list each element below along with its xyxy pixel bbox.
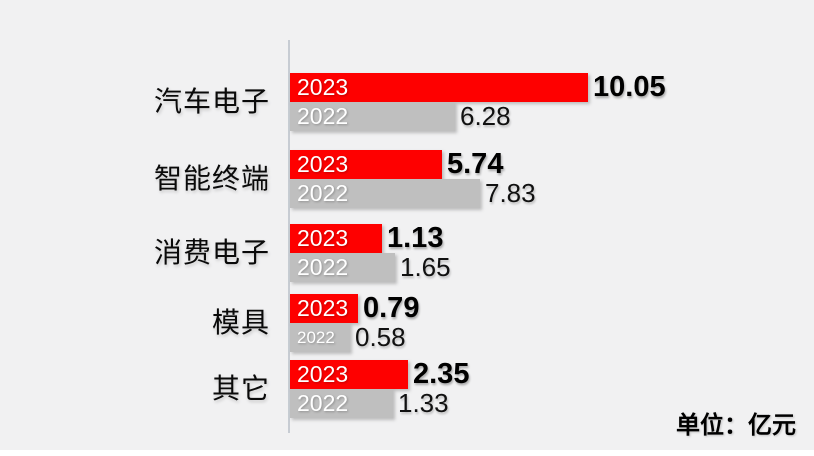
- series-label-2022: 2022: [297, 180, 349, 206]
- series-label-2023: 2023: [297, 225, 349, 251]
- category-label: 模具: [211, 307, 270, 338]
- series-label-2022: 2022: [297, 103, 349, 129]
- bar-2023: 2023: [290, 294, 358, 323]
- value-label-2023: 0.79: [363, 292, 420, 324]
- value-label-2023: 10.05: [593, 71, 666, 103]
- category-label: 消费电子: [153, 237, 270, 268]
- series-label-2023: 2023: [297, 74, 349, 100]
- bar-2022: 2022: [290, 389, 393, 418]
- value-label-2023: 1.13: [387, 222, 444, 254]
- bar-line-2023: 2023 10.05: [290, 73, 666, 102]
- value-label-2023: 5.74: [447, 148, 504, 180]
- bar-line-2023: 2023 5.74: [290, 150, 536, 179]
- bar-pair: 2023 5.74 2022 7.83: [290, 150, 536, 208]
- bar-pair: 2023 10.05 2022 6.28: [290, 73, 666, 131]
- bar-group-zhinengzhongduan: 智能终端 2023 5.74 2022 7.83: [0, 150, 814, 208]
- series-label-2023: 2023: [297, 361, 349, 387]
- bar-2023: 2023: [290, 73, 588, 102]
- category-label: 汽车电子: [153, 86, 270, 117]
- bar-line-2023: 2023 0.79: [290, 294, 419, 323]
- bar-2023: 2023: [290, 150, 442, 179]
- bar-group-xiaofeidianzi: 消费电子 2023 1.13 2022 1.65: [0, 224, 814, 282]
- value-label-2022: 0.58: [355, 322, 406, 352]
- bar-pair: 2023 0.79 2022 0.58: [290, 294, 419, 352]
- bar-2022: 2022: [290, 179, 480, 208]
- value-label-2022: 7.83: [485, 178, 536, 208]
- bar-line-2022: 2022 7.83: [290, 179, 536, 208]
- bar-line-2023: 2023 1.13: [290, 224, 451, 253]
- series-label-2022: 2022: [297, 254, 349, 280]
- bar-group-qita: 其它 2023 2.35 2022 1.33: [0, 360, 814, 418]
- category-label: 智能终端: [153, 163, 270, 194]
- bar-2022: 2022: [290, 253, 395, 282]
- bar-line-2022: 2022 6.28: [290, 102, 666, 131]
- series-label-2023: 2023: [297, 151, 349, 177]
- bottom-strip: [0, 450, 814, 456]
- bar-line-2022: 2022 1.65: [290, 253, 451, 282]
- bar-pair: 2023 2.35 2022 1.33: [290, 360, 469, 418]
- series-label-2023: 2023: [297, 295, 349, 321]
- bar-group-qichedianzi: 汽车电子 2023 10.05 2022 6.28: [0, 73, 814, 131]
- unit-label: 单位：亿元: [676, 412, 796, 439]
- bar-line-2023: 2023 2.35: [290, 360, 469, 389]
- bar-2022: 2022: [290, 102, 455, 131]
- bar-2023: 2023: [290, 224, 382, 253]
- bar-line-2022: 2022 0.58: [290, 323, 419, 352]
- bar-2022: 2022: [290, 323, 350, 352]
- category-label: 其它: [211, 373, 270, 404]
- series-label-2022: 2022: [297, 390, 349, 416]
- series-label-2022: 2022: [297, 328, 335, 347]
- bar-line-2022: 2022 1.33: [290, 389, 469, 418]
- bar-groups: 汽车电子 2023 10.05 2022 6.28 智能终端: [0, 73, 814, 418]
- value-label-2022: 6.28: [460, 101, 511, 131]
- value-label-2022: 1.65: [400, 252, 451, 282]
- bar-2023: 2023: [290, 360, 408, 389]
- bar-group-muju: 模具 2023 0.79 2022 0.58: [0, 294, 814, 352]
- bar-pair: 2023 1.13 2022 1.65: [290, 224, 451, 282]
- y-axis-line: [288, 40, 290, 433]
- value-label-2022: 1.33: [398, 388, 449, 418]
- value-label-2023: 2.35: [413, 358, 470, 390]
